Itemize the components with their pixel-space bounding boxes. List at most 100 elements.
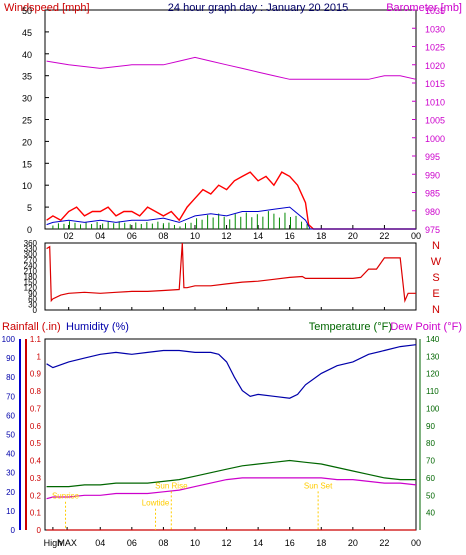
- baro-tick-label: 1030: [425, 24, 445, 34]
- temp-tick-label: 140: [426, 335, 440, 344]
- humidity-tick-label: 40: [6, 450, 15, 459]
- climate-x-tick-label: 00: [411, 538, 421, 548]
- compass-label: N: [432, 240, 440, 252]
- baro-tick-label: 1000: [425, 134, 445, 144]
- series-dew-point-line: [46, 477, 417, 500]
- dir-tick-label: 60: [28, 295, 37, 304]
- baro-tick-label: 975: [425, 225, 440, 235]
- series-wind-direction-line: [46, 242, 416, 304]
- wind-x-tick-label: 22: [379, 231, 389, 241]
- dir-tick-label: 360: [24, 239, 38, 248]
- climate-panel-frame: [44, 338, 417, 531]
- wind-x-tick-label: 18: [316, 231, 326, 241]
- wind-tick-label: 25: [22, 116, 32, 126]
- rain-tick-label: 0: [37, 526, 42, 535]
- annotation-label: Sun Set: [304, 481, 333, 490]
- dir-tick-label: 210: [24, 267, 38, 276]
- humidity-tick-label: 100: [2, 335, 16, 344]
- humidity-tick-label: 50: [6, 431, 15, 440]
- dir-tick-label: 300: [24, 250, 38, 259]
- baro-tick-label: 985: [425, 189, 440, 199]
- chart-title: 24 hour graph day : January 20 2015: [168, 2, 348, 14]
- annotation-label: Sunrise: [52, 492, 80, 501]
- climate-x-tick-label: MAX: [57, 538, 77, 548]
- temp-tick-label: 90: [426, 422, 435, 431]
- wind-tick-label: 10: [22, 181, 32, 191]
- humidity-tick-label: 30: [6, 469, 15, 478]
- baro-tick-label: 1020: [425, 61, 445, 71]
- temp-tick-label: 70: [426, 457, 435, 466]
- wind-x-tick-label: 02: [64, 231, 74, 241]
- climate-x-tick-label: 04: [95, 538, 105, 548]
- compass-label: E: [432, 288, 439, 300]
- dir-tick-label: 0: [33, 306, 38, 315]
- wind-x-tick-label: 00: [411, 231, 421, 241]
- humidity-tick-label: 20: [6, 488, 15, 497]
- wind-x-tick-label: 12: [222, 231, 232, 241]
- temp-tick-label: 60: [426, 474, 435, 483]
- baro-tick-label: 1025: [425, 43, 445, 53]
- humidity-tick-label: 60: [6, 411, 15, 420]
- climate-x-tick-label: 16: [285, 538, 295, 548]
- climate-x-tick-label: 10: [190, 538, 200, 548]
- wind-x-tick-label: 16: [285, 231, 295, 241]
- temperature-axis-title: Temperature (°F): [309, 321, 392, 333]
- baro-tick-label: 990: [425, 170, 440, 180]
- wind-x-tick-label: 06: [127, 231, 137, 241]
- baro-tick-label: 1015: [425, 79, 445, 89]
- rain-tick-label: 0.4: [30, 457, 42, 466]
- temp-tick-label: 130: [426, 352, 440, 361]
- temp-tick-label: 80: [426, 439, 435, 448]
- dir-tick-label: 180: [24, 273, 38, 282]
- climate-x-tick-label: 14: [253, 538, 263, 548]
- rain-tick-label: 0.6: [30, 422, 42, 431]
- dir-tick-label: 30: [28, 300, 37, 309]
- dir-tick-label: 270: [24, 256, 38, 265]
- compass-label: S: [432, 272, 439, 284]
- wind-axis-title: Windspeed [mph]: [4, 2, 90, 14]
- wind-tick-label: 45: [22, 28, 32, 38]
- climate-x-tick-label: 08: [158, 538, 168, 548]
- humidity-tick-label: 70: [6, 392, 15, 401]
- rain-tick-label: 1: [37, 352, 42, 361]
- baro-tick-label: 980: [425, 207, 440, 217]
- rain-tick-label: 0.5: [30, 439, 42, 448]
- baro-tick-label: 1005: [425, 116, 445, 126]
- wind-tick-label: 35: [22, 72, 32, 82]
- wind-tick-label: 5: [27, 203, 32, 213]
- rain-tick-label: 0.1: [30, 509, 42, 518]
- dir-tick-label: 330: [24, 245, 38, 254]
- rain-tick-label: 0.7: [30, 404, 42, 413]
- direction-panel-frame: [44, 242, 417, 311]
- compass-label: N: [432, 304, 440, 316]
- series-gust-line: [46, 171, 416, 230]
- compass-label: W: [431, 256, 442, 268]
- wind-tick-label: 30: [22, 94, 32, 104]
- temp-tick-label: 110: [426, 387, 439, 396]
- dir-tick-label: 150: [24, 278, 38, 287]
- rain-tick-label: 0.2: [30, 491, 42, 500]
- rain-tick-label: 1.1: [30, 335, 42, 344]
- wind-tick-label: 20: [22, 137, 32, 147]
- rain-tick-label: 0.8: [30, 387, 42, 396]
- wind-x-tick-label: 20: [348, 231, 358, 241]
- baro-tick-label: 995: [425, 152, 440, 162]
- baro-tick-label: 1035: [425, 6, 445, 16]
- dir-tick-label: 90: [28, 289, 37, 298]
- dewpoint-axis-title: Dew Point (°F): [390, 321, 462, 333]
- rain-tick-label: 0.3: [30, 474, 42, 483]
- series-barometer-line: [46, 56, 417, 80]
- climate-x-tick-label: 06: [127, 538, 137, 548]
- wind-x-tick-label: 08: [158, 231, 168, 241]
- humidity-axis-title: Humidity (%): [66, 321, 129, 333]
- series-average-line: [46, 206, 416, 230]
- dir-tick-label: 120: [24, 284, 38, 293]
- rainfall-axis-title: Rainfall (.in): [2, 321, 61, 333]
- temp-tick-label: 120: [426, 370, 440, 379]
- barometer-axis-title: Barometer [mb]: [386, 2, 462, 14]
- temp-tick-label: 100: [426, 404, 440, 413]
- wind-tick-label: 0: [27, 225, 32, 235]
- humidity-tick-label: 80: [6, 373, 15, 382]
- humidity-tick-label: 10: [6, 507, 15, 516]
